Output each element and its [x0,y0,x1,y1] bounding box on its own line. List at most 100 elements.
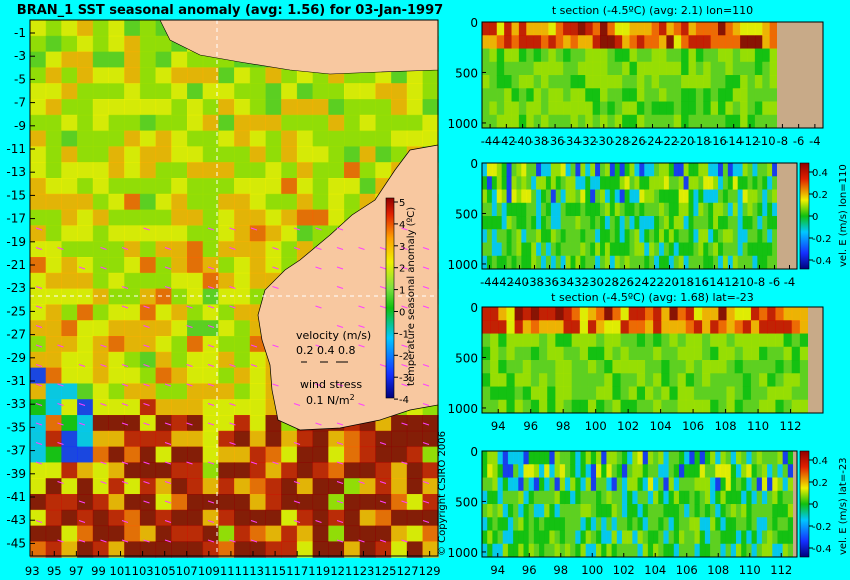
velocity-label: velocity (m/s) [296,329,371,342]
panel-x-tick: 104 [644,563,666,577]
map-lon-tick: 109 [198,564,220,578]
map-lon-tick: 117 [286,564,308,578]
map-lon-axis: 93 95 97 99 101 103 105 107 109 111 113 115 117 119 12… [25,551,441,578]
map-lat-tick: -31 [6,374,26,388]
panel-x-tick: -40 [513,134,532,148]
panel-x-tick: -10 [757,134,776,148]
panel-depth-tick: 500 [455,351,478,365]
panel-x-tick: 112 [780,419,802,433]
map-lat-tick: -3 [14,49,26,63]
panel-x-tick: -24 [643,134,662,148]
section-panel-2: t section (-4.5ºC) (avg: 1.68) lat=-23 0 5… [447,291,824,433]
map-lon-tick: 105 [154,564,176,578]
map-lon-tick: 127 [397,564,419,578]
map-lat-tick: -5 [14,72,26,86]
vel-colorbar-tick: 0 [812,500,818,511]
sst-colorbar-tick: -1 [399,329,409,340]
panel-x-tick: -4 [809,134,820,148]
panel-depth-tick: 0 [470,16,478,30]
map-lon-tick: 103 [132,564,154,578]
sst-colorbar-tick: -3 [399,373,409,384]
panel-x-tick: 108 [707,563,729,577]
panel-x-tick: -14 [724,134,743,148]
map-lat-tick: -9 [14,119,26,133]
panel-x-tick: -32 [570,275,589,289]
panel-x-tick: 94 [490,563,505,577]
panel-x-tick: 100 [585,419,607,433]
map-lat-tick: -23 [6,281,26,295]
map-lat-tick: -29 [6,351,26,365]
map-lon-tick: 113 [242,564,264,578]
panel-depth-tick: 0 [470,157,478,171]
panel-x-tick: -20 [676,134,695,148]
panel-x-tick: -42 [495,275,514,289]
map-lat-tick: -13 [6,165,26,179]
panel-x-tick: 106 [676,563,698,577]
map-lat-tick: -7 [14,96,26,110]
wind-scale: 0.1 N/m2 [306,393,355,407]
panel-x-tick: -28 [600,275,619,289]
sst-colorbar-tick: -4 [399,395,409,406]
panel-x-tick: -6 [793,134,804,148]
panel-x-tick: -36 [540,275,559,289]
map-lon-tick: 121 [330,564,352,578]
map-lat-tick: -11 [6,142,26,156]
panel-x-tick: -26 [615,275,634,289]
panel-x-tick: -12 [720,275,739,289]
map-lat-tick: -15 [6,188,26,202]
panel-x-tick: 102 [617,419,639,433]
panel-x-tick: -44 [480,275,499,289]
sst-colorbar-tick: 5 [399,198,405,209]
panel-x-tick: 98 [556,419,571,433]
vel-colorbar-label: vel. E (m/s) lon=110 [838,164,849,267]
sst-colorbar-tick: 4 [399,220,405,231]
panel-x-tick: -8 [754,275,765,289]
panel-x-tick: -38 [529,134,548,148]
panel-depth-tick: 1000 [447,546,478,560]
panel-depth-tick: 1000 [447,117,478,131]
sst-colorbar-tick: 1 [399,286,405,297]
map-lon-tick: 97 [69,564,84,578]
map-lat-tick: -25 [6,304,26,318]
panel-x-tick: 96 [523,419,538,433]
map-lon-tick: 111 [220,564,242,578]
vel-colorbar-label: vel. E (m/s) lat=-23 [838,457,849,555]
panel-x-tick: 106 [682,419,704,433]
panel-depth-tick: 500 [455,495,478,509]
panel-x-tick: 102 [613,563,635,577]
map-lat-tick: -45 [6,536,26,550]
panel-x-tick: -28 [611,134,630,148]
panel-x-tick: -30 [594,134,613,148]
panel-x-tick: -6 [769,275,780,289]
panel-x-tick: -32 [578,134,597,148]
map-lat-tick: -39 [6,467,26,481]
vel-colorbar-tick: -0.4 [812,256,832,267]
section-panel-3: 0 500 1000 94 96 98 100 102 104 106 108 110 112 0.4 0.… [447,445,849,577]
map-lat-tick: -21 [6,258,26,272]
panel-x-tick: -22 [659,134,678,148]
map-lon-tick: 95 [47,564,62,578]
panel-x-tick: 96 [522,563,537,577]
vel-colorbar-tick: 0.4 [812,456,828,467]
map-lon-tick: 115 [264,564,286,578]
map-lat-tick: -33 [6,397,26,411]
map-lon-tick: 107 [176,564,198,578]
panel-x-tick: -36 [546,134,565,148]
panel-x-tick: 94 [491,419,506,433]
sst-colorbar [385,197,395,399]
panel-x-tick: -34 [562,134,581,148]
panel-x-tick: -20 [660,275,679,289]
section-panel-1: 05001000-44-42-40-38-36-34-32-30-28-26-2… [447,157,849,289]
panel-x-tick: -22 [645,275,664,289]
panel-depth-tick: 0 [470,301,478,315]
map-lat-tick: -35 [6,420,26,434]
section-panels: t section (-4.5ºC) (avg: 2.1) lon=110 0 50… [447,4,849,577]
vel-colorbar-tick: 0 [812,212,818,223]
map-lat-tick: -27 [6,328,26,342]
panel-depth-tick: 1000 [447,402,478,416]
map-lon-tick: 129 [419,564,441,578]
panel-x-tick: -44 [481,134,500,148]
vel-colorbar [799,450,810,558]
